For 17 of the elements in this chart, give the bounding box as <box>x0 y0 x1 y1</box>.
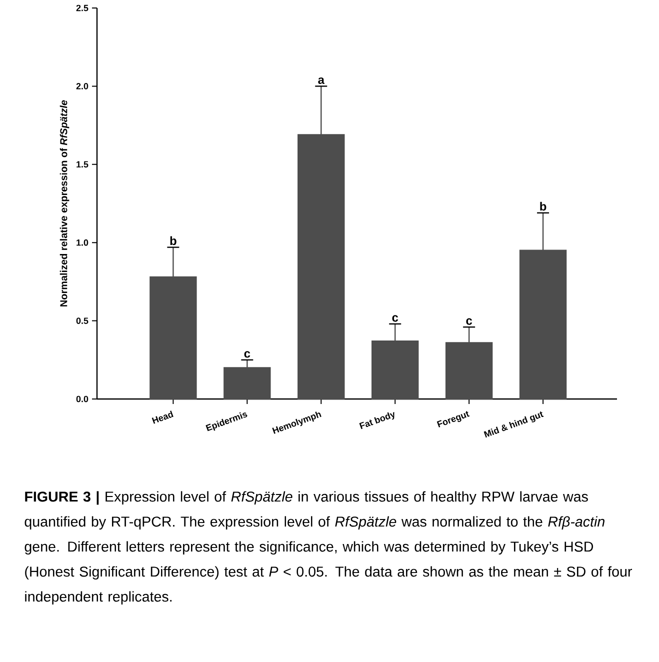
annotation: c <box>466 318 472 325</box>
x-tick-label: Fat body <box>359 412 394 430</box>
annotation: c <box>392 315 398 322</box>
y-tick-label: 0.5 <box>76 318 88 324</box>
annotation: c <box>244 351 250 358</box>
annotation: a <box>318 77 325 84</box>
y-tick-label: 0.0 <box>76 396 88 402</box>
x-tick-label: Head <box>152 410 174 424</box>
y-tick-label: 2.5 <box>76 4 88 12</box>
x-tick-label: Mid & hind gut <box>484 411 544 438</box>
text: FIGURE 3 | Expression level of RfSpätzle in various tissues of healthy RPW larvae was quantified by RT-qPCR. The expression level of RfSpätzle was normalized to the Rfβ-actin gene. Different letters represent the significance, which was determined by Tukey’s HSD (Honest Significant Difference) test at P < 0.05. The data are shown as the mean ± SD of four independent replicates. <box>24 491 632 605</box>
annotation: b <box>170 236 176 246</box>
y-tick-label: 1.0 <box>76 239 88 246</box>
annotation: b <box>540 202 546 211</box>
y-tick-label: 2.0 <box>76 83 88 90</box>
y-tick-label: 1.5 <box>76 161 88 168</box>
y-axis-title: Normalized relative expression of RfSpätzle <box>60 100 70 306</box>
